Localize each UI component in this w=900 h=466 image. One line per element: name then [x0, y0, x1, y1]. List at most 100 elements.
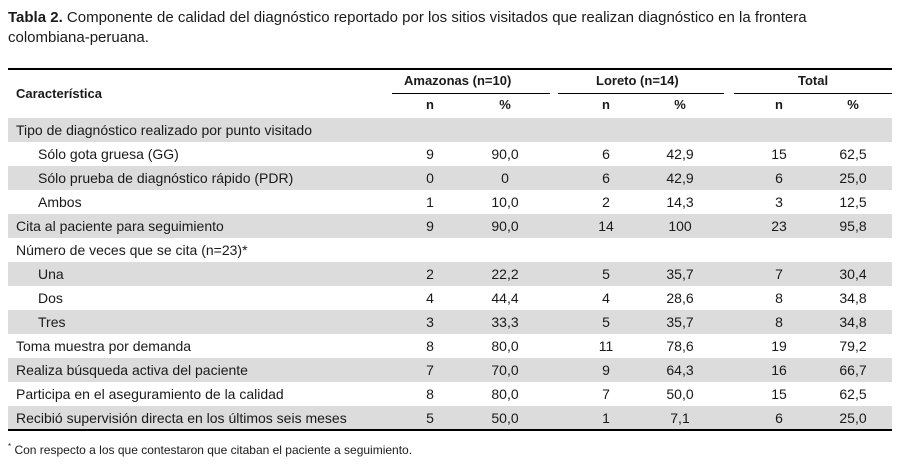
- row-label: Ambos: [38, 194, 82, 210]
- cell-value: 6: [775, 410, 783, 426]
- cell-value: 7: [602, 386, 610, 402]
- cell-value: 6: [602, 170, 610, 186]
- table-row: Dos 4 44,4 4 28,6 8 34,8: [8, 286, 892, 310]
- table-caption: Tabla 2. Componente de calidad del diagn…: [8, 8, 892, 48]
- table-row: Tres 3 33,3 5 35,7 8 34,8: [8, 310, 892, 334]
- header-total-pct: %: [847, 97, 859, 112]
- cell-value: 50,0: [491, 410, 519, 426]
- cell-value: 10,0: [491, 194, 519, 210]
- cell-value: 1: [602, 410, 610, 426]
- cell-value: 34,8: [839, 314, 867, 330]
- cell-value: 15: [771, 146, 787, 162]
- header-loreto-n: n: [602, 97, 610, 112]
- cell-value: 80,0: [491, 338, 519, 354]
- cell-value: 16: [771, 362, 787, 378]
- cell-value: 64,3: [666, 362, 694, 378]
- cell-value: 4: [426, 290, 434, 306]
- cell-value: 30,4: [839, 266, 867, 282]
- cell-value: 2: [426, 266, 434, 282]
- row-label: Tres: [38, 314, 66, 330]
- cell-value: 8: [775, 290, 783, 306]
- cell-value: 90,0: [491, 218, 519, 234]
- cell-value: 14,3: [666, 194, 694, 210]
- row-label: Toma muestra por demanda: [16, 338, 192, 354]
- cell-value: 42,9: [666, 146, 694, 162]
- cell-value: 66,7: [839, 362, 867, 378]
- bottom-rule: [8, 429, 892, 431]
- table-row: Recibió supervisión directa en los últim…: [8, 406, 892, 430]
- cell-value: 15: [771, 386, 787, 402]
- top-rule: [8, 68, 892, 70]
- footnote-text: Con respecto a los que contestaron que c…: [11, 443, 413, 457]
- table-row: Toma muestra por demanda 8 80,0 11 78,6 19 79,…: [8, 334, 892, 358]
- cell-value: 5: [602, 266, 610, 282]
- cell-value: 7: [426, 362, 434, 378]
- cell-value: 2: [602, 194, 610, 210]
- row-label: Cita al paciente para seguimiento: [16, 218, 224, 234]
- row-label: Recibió supervisión directa en los últim…: [16, 410, 347, 426]
- cell-value: 12,5: [839, 194, 867, 210]
- cell-value: 6: [775, 170, 783, 186]
- row-label: Participa en el aseguramiento de la cali…: [16, 386, 284, 402]
- cell-value: 4: [602, 290, 610, 306]
- cell-value: 35,7: [666, 266, 694, 282]
- amazonas-subrule: [392, 93, 550, 94]
- cell-value: 8: [426, 338, 434, 354]
- cell-value: 0: [426, 170, 434, 186]
- cell-value: 0: [501, 170, 509, 186]
- table-row: Número de veces que se cita (n=23)*: [8, 238, 892, 262]
- cell-value: 90,0: [491, 146, 519, 162]
- cell-value: 28,6: [666, 290, 694, 306]
- cell-value: 35,7: [666, 314, 694, 330]
- table-row: Una 2 22,2 5 35,7 7 30,4: [8, 262, 892, 286]
- cell-value: 33,3: [491, 314, 519, 330]
- header-loreto: Loreto (n=14): [596, 73, 679, 88]
- row-label: Sólo prueba de diagnóstico rápido (PDR): [38, 170, 294, 186]
- cell-value: 8: [426, 386, 434, 402]
- cell-value: 9: [426, 218, 434, 234]
- cell-value: 8: [775, 314, 783, 330]
- cell-value: 44,4: [491, 290, 519, 306]
- header-amazonas-pct: %: [499, 97, 511, 112]
- cell-value: 9: [602, 362, 610, 378]
- table-row: Cita al paciente para seguimiento 9 90,0 14…: [8, 214, 892, 238]
- cell-value: 80,0: [491, 386, 519, 402]
- cell-value: 70,0: [491, 362, 519, 378]
- cell-value: 7: [775, 266, 783, 282]
- row-label: Una: [38, 266, 64, 282]
- caption-text: Componente de calidad del diagnóstico re…: [8, 9, 807, 46]
- header-total-n: n: [775, 97, 783, 112]
- cell-value: 50,0: [666, 386, 694, 402]
- table-row: Sólo gota gruesa (GG) 9 90,0 6 42,9 15 62,5: [8, 142, 892, 166]
- table-row: Ambos 1 10,0 2 14,3 3 12,5: [8, 190, 892, 214]
- row-label: Realiza búsqueda activa del paciente: [16, 362, 248, 378]
- header-amazonas: Amazonas (n=10): [404, 73, 512, 88]
- header-characteristic: Característica: [16, 86, 102, 101]
- table-row: Participa en el aseguramiento de la cali…: [8, 382, 892, 406]
- cell-value: 3: [426, 314, 434, 330]
- cell-value: 19: [771, 338, 787, 354]
- row-label: Tipo de diagnóstico realizado por punto …: [16, 122, 313, 138]
- cell-value: 42,9: [666, 170, 694, 186]
- loreto-subrule: [558, 93, 724, 94]
- cell-value: 23: [771, 218, 787, 234]
- cell-value: 3: [775, 194, 783, 210]
- header-loreto-pct: %: [674, 97, 686, 112]
- caption-label: Tabla 2.: [8, 9, 63, 26]
- footnote-mark: *: [8, 442, 12, 451]
- row-label: Sólo gota gruesa (GG): [38, 146, 179, 162]
- row-label: Número de veces que se cita (n=23)*: [16, 242, 248, 258]
- cell-value: 62,5: [839, 146, 867, 162]
- cell-value: 22,2: [491, 266, 519, 282]
- cell-value: 34,8: [839, 290, 867, 306]
- table-row: Realiza búsqueda activa del paciente 7 70,…: [8, 358, 892, 382]
- cell-value: 7,1: [670, 410, 690, 426]
- table-row: Tipo de diagnóstico realizado por punto …: [8, 118, 892, 142]
- header-total: Total: [798, 73, 829, 88]
- cell-value: 11: [598, 338, 614, 354]
- header-amazonas-n: n: [426, 97, 434, 112]
- footnote: * Con respecto a los que contestaron que…: [8, 442, 412, 457]
- table-row: Sólo prueba de diagnóstico rápido (PDR) 0…: [8, 166, 892, 190]
- cell-value: 1: [426, 194, 434, 210]
- total-subrule: [734, 93, 892, 94]
